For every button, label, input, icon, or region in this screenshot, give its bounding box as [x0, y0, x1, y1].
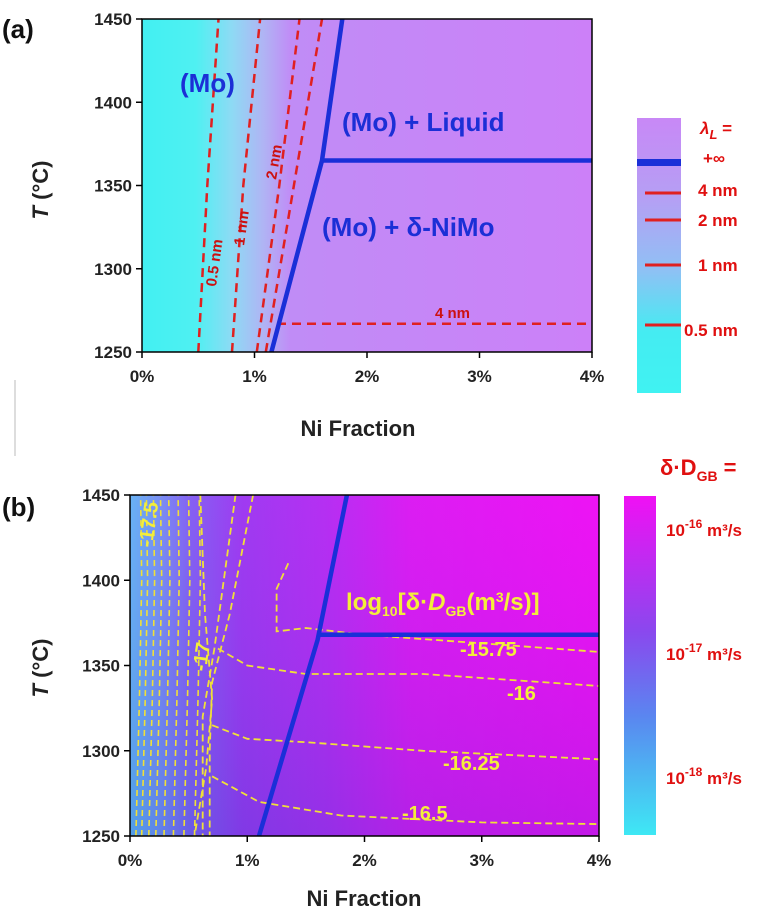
panel-b-solvus-line — [256, 494, 350, 837]
region-mo-delta-label: (Mo) + δ-NiMo — [322, 212, 494, 242]
contour-label-2nm: 2 nm — [263, 143, 286, 180]
panel-a-label: (a) — [2, 14, 34, 44]
panel-b: 0% 1% 2% 3% 4% 1250 1300 1350 1400 1450 (b) log10… — [2, 455, 742, 911]
panel-b-phase-boundaries — [256, 494, 599, 837]
panel-b-y-tick-label: 1450 — [82, 486, 120, 505]
contour-label-4nm: 4 nm — [435, 305, 470, 322]
panel-b-shading — [130, 495, 599, 836]
panel-b-x-tick-label: 1% — [235, 851, 260, 870]
panel-a-axis-ticks: 0% 1% 2% 3% 4% 1250 1300 1350 1400 1450 — [94, 10, 604, 386]
panel-b-contour-curve — [211, 724, 600, 761]
panel-b-contour-curve — [211, 775, 600, 825]
panel-a-y-axis-label: T (°C) — [28, 161, 53, 220]
panel-b-x-tick-label: 2% — [352, 851, 377, 870]
panel-a: 0% 1% 2% 3% 4% 1250 1300 1350 1400 1450 (a) (Mo) … — [2, 10, 738, 456]
panel-b-y-tick-label: 1400 — [82, 571, 120, 590]
contour-line-1 — [230, 18, 262, 353]
colorbar-a-label-infinity: +∞ — [703, 149, 725, 168]
panel-a-x-tick-label: 2% — [355, 367, 380, 386]
contour-label-minus-17: -17 — [189, 641, 215, 673]
panel-b-contour-curve — [275, 562, 600, 653]
panel-a-phase-boundaries — [269, 18, 592, 353]
contour-label-1nm: 1 nm — [231, 210, 253, 247]
colorbar-a-title: λL = — [699, 119, 732, 142]
panel-b-axis-ticks: 0% 1% 2% 3% 4% 1250 1300 1350 1400 1450 — [82, 486, 611, 870]
colorbar-a-label-1nm: 1 nm — [698, 256, 738, 275]
panel-b-y-axis-label: T (°C) — [28, 639, 53, 698]
contour-label-0-5nm: 0.5 nm — [203, 238, 226, 287]
colorbar-a-label-0-5nm: 0.5 nm — [684, 321, 738, 340]
contour-label-minus-16: -16 — [507, 683, 536, 705]
colorbar-b-tick-1e-16: 10-16 m³/s — [666, 517, 742, 540]
panel-a-y-tick-label: 1400 — [94, 93, 132, 112]
panel-b-colorbar — [624, 496, 656, 835]
colorbar-a-label-4nm: 4 nm — [698, 181, 738, 200]
colorbar-b-tick-1e-17: 10-17 m³/s — [666, 641, 742, 664]
panel-b-y-tick-label: 1300 — [82, 742, 120, 761]
panel-b-contour-curve — [201, 494, 237, 836]
panel-b-annotation: log10[δ·DGB(m3/s)] — [346, 589, 540, 619]
panel-a-y-tick-label: 1450 — [94, 10, 132, 29]
contour-label-minus-16-5: -16.5 — [402, 803, 448, 825]
panel-a-y-tick-label: 1350 — [94, 177, 132, 196]
region-mo-liquid-label: (Mo) + Liquid — [342, 107, 504, 137]
region-mo-label: (Mo) — [180, 68, 235, 98]
contour-label-minus-16-25: -16.25 — [443, 753, 500, 775]
panel-b-label: (b) — [2, 492, 35, 522]
contour-line-3 — [264, 18, 324, 353]
panel-b-x-tick-label: 4% — [587, 851, 612, 870]
panel-a-x-tick-label: 4% — [580, 367, 605, 386]
contour-line-0 — [197, 18, 220, 353]
colorbar-b-tick-1e-18: 10-18 m³/s — [666, 765, 742, 788]
contour-line-2 — [255, 18, 301, 353]
panel-a-x-tick-label: 3% — [467, 367, 492, 386]
contour-label-minus-15-75: -15.75 — [460, 639, 517, 661]
panel-a-colorbar-ticks — [637, 159, 681, 327]
panel-b-x-axis-label: Ni Fraction — [307, 886, 422, 911]
panel-b-y-tick-label: 1350 — [82, 657, 120, 676]
panel-b-x-tick-label: 0% — [118, 851, 143, 870]
colorbar-a-label-2nm: 2 nm — [698, 211, 738, 230]
panel-a-y-tick-label: 1300 — [94, 260, 132, 279]
panel-a-x-axis-label: Ni Fraction — [301, 416, 416, 441]
panel-a-x-tick-label: 0% — [130, 367, 155, 386]
panel-a-x-tick-label: 1% — [242, 367, 267, 386]
panel-a-y-tick-label: 1250 — [94, 343, 132, 362]
panel-b-x-tick-label: 3% — [469, 851, 494, 870]
panel-a-contour-lines — [197, 18, 592, 353]
panel-a-background — [142, 19, 592, 352]
panel-b-y-tick-label: 1250 — [82, 827, 120, 846]
panel-b-contour-curve — [208, 494, 254, 836]
colorbar-a-tick-infinity — [637, 159, 681, 166]
colorbar-b-title: δ·DGB = — [660, 455, 737, 484]
